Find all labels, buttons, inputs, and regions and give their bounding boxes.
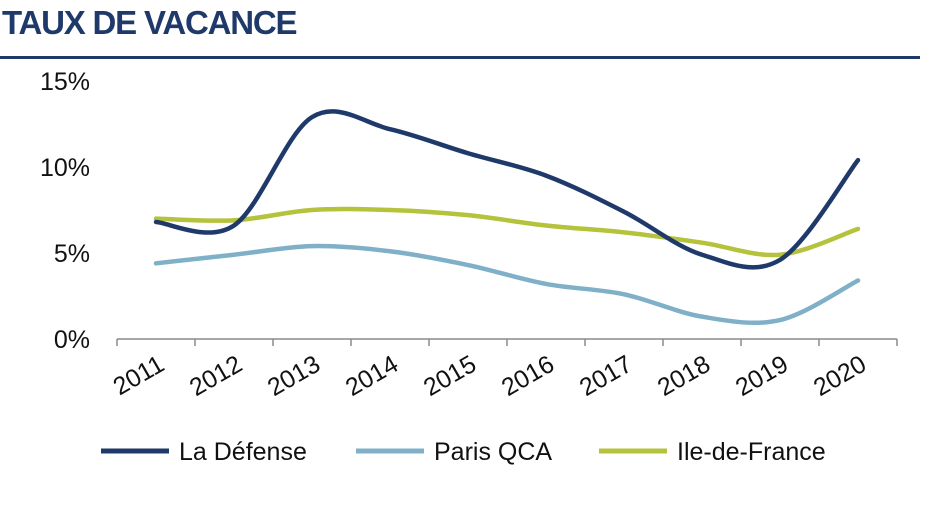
chart-legend: La Défense Paris QCA Ile-de-France [101, 438, 826, 466]
x-tick-label: 2015 [419, 350, 481, 402]
y-tick-label: 15% [40, 68, 90, 96]
legend-label-paris-qca: Paris QCA [434, 438, 552, 466]
series-line-ile-de-france [153, 206, 861, 258]
chart-axes: 2011 2012 2013 2014 2015 2016 2017 2018 2019 2020… [40, 68, 898, 402]
legend-label-ile-de-france: Ile-de-France [677, 438, 826, 466]
y-tick-label: 10% [40, 154, 90, 182]
series-line-paris-qca [153, 243, 861, 326]
chart-series [153, 109, 861, 326]
x-tick-label: 2013 [263, 350, 325, 402]
chart-title: TAUX DE VACANCE [2, 4, 297, 41]
x-tick-label: 2020 [809, 350, 871, 402]
x-tick-label: 2017 [575, 350, 637, 402]
legend-label-la-defense: La Défense [179, 438, 307, 466]
y-tick-label: 5% [54, 240, 90, 268]
x-tick-label: 2016 [497, 350, 559, 402]
x-tick-label: 2018 [653, 350, 715, 402]
x-tick-label: 2014 [341, 350, 403, 402]
y-tick-label: 0% [54, 326, 90, 354]
x-tick-label: 2012 [185, 350, 247, 402]
x-tick-label: 2011 [108, 350, 169, 401]
series-line-la-defense [153, 109, 861, 270]
x-tick-label: 2019 [731, 350, 793, 402]
title-underline [0, 56, 920, 59]
